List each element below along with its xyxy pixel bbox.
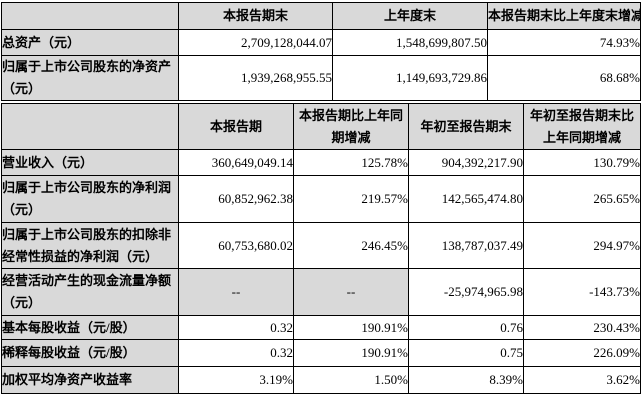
table-header-row: 本报告期末 上年度末 本报告期末比上年度末增减: [1, 2, 641, 30]
value-cell: 246.45%: [293, 222, 409, 269]
corner-header-cell: [1, 103, 179, 150]
row-weighted-avg-roe: 加权平均净资产收益率 3.19% 1.50% 8.39% 3.62%: [1, 366, 641, 394]
value-cell: 226.09%: [523, 339, 641, 367]
value-cell: 0.32: [178, 339, 294, 367]
value-cell: 3.19%: [178, 366, 294, 394]
row-label-cell: 基本每股收益（元/股）: [1, 315, 179, 340]
row-diluted-eps: 稀释每股收益（元/股） 0.32 190.91% 0.75 226.09%: [1, 339, 641, 367]
corner-header-cell: [1, 2, 179, 30]
value-cell: 0.32: [178, 315, 294, 340]
value-cell: 8.39%: [408, 366, 524, 394]
row-label-cell: 总资产（元）: [1, 29, 179, 56]
row-basic-eps: 基本每股收益（元/股） 0.32 190.91% 0.76 230.43%: [1, 315, 641, 340]
value-cell: 1,548,699,807.50: [332, 29, 488, 56]
value-cell: 190.91%: [293, 315, 409, 340]
value-cell: 904,392,217.90: [408, 149, 524, 176]
value-cell: 360,649,049.14: [178, 149, 294, 176]
column-header-change-vs-prior-year-end: 本报告期末比上年度末增减: [487, 2, 641, 30]
value-cell: 0.76: [408, 315, 524, 340]
value-cell: 74.93%: [487, 29, 641, 56]
column-header-change-vs-same-period: 本报告期比上年同期增减: [293, 103, 409, 150]
column-header-prior-year-end: 上年度末: [332, 2, 488, 30]
value-cell: 265.65%: [523, 175, 641, 223]
value-cell-not-applicable: --: [293, 268, 409, 316]
value-cell: 138,787,037.49: [408, 222, 524, 269]
value-cell: 3.62%: [523, 366, 641, 394]
row-label-cell: 加权平均净资产收益率: [1, 366, 179, 394]
column-header-ytd-change-vs-same-period: 年初至报告期末比上年同期增减: [523, 103, 641, 150]
column-header-year-to-date: 年初至报告期末: [408, 103, 524, 150]
value-cell: 190.91%: [293, 339, 409, 367]
value-cell: 130.79%: [523, 149, 641, 176]
row-net-profit-excl-nonrecurring: 归属于上市公司股东的扣除非经常性损益的净利润（元） 60,753,680.02 …: [1, 222, 641, 269]
value-cell: -25,974,965.98: [408, 268, 524, 316]
row-label-cell: 归属于上市公司股东的净利润（元）: [1, 175, 179, 223]
value-cell: 68.68%: [487, 55, 641, 101]
row-label-cell: 归属于上市公司股东的净资产（元）: [1, 55, 179, 101]
row-net-profit-attributable: 归属于上市公司股东的净利润（元） 60,852,962.38 219.57% 1…: [1, 175, 641, 223]
value-cell: 0.75: [408, 339, 524, 367]
value-cell: 1,939,268,955.55: [178, 55, 333, 101]
value-cell: 294.97%: [523, 222, 641, 269]
row-label-cell: 稀释每股收益（元/股）: [1, 339, 179, 367]
row-operating-cash-flow: 经营活动产生的现金流量净额（元） -- -- -25,974,965.98 -1…: [1, 268, 641, 316]
value-cell: -143.73%: [523, 268, 641, 316]
value-cell: 60,753,680.02: [178, 222, 294, 269]
column-header-current-period-end: 本报告期末: [178, 2, 333, 30]
row-total-assets: 总资产（元） 2,709,128,044.07 1,548,699,807.50…: [1, 29, 641, 56]
value-cell: 142,565,474.80: [408, 175, 524, 223]
row-label-cell: 归属于上市公司股东的扣除非经常性损益的净利润（元）: [1, 222, 179, 269]
row-operating-revenue: 营业收入（元） 360,649,049.14 125.78% 904,392,2…: [1, 149, 641, 176]
value-cell: 60,852,962.38: [178, 175, 294, 223]
value-cell: 1.50%: [293, 366, 409, 394]
value-cell: 125.78%: [293, 149, 409, 176]
value-cell: 219.57%: [293, 175, 409, 223]
row-label-cell: 营业收入（元）: [1, 149, 179, 176]
value-cell: 230.43%: [523, 315, 641, 340]
row-label-cell: 经营活动产生的现金流量净额（元）: [1, 268, 179, 316]
reporting-period-summary-table: 本报告期 本报告期比上年同期增减 年初至报告期末 年初至报告期末比上年同期增减 …: [1, 103, 641, 394]
column-header-current-period: 本报告期: [178, 103, 294, 150]
table-header-row: 本报告期 本报告期比上年同期增减 年初至报告期末 年初至报告期末比上年同期增减: [1, 103, 641, 150]
value-cell-not-applicable: --: [178, 268, 294, 316]
value-cell: 2,709,128,044.07: [178, 29, 333, 56]
value-cell: 1,149,693,729.86: [332, 55, 488, 101]
row-net-assets-attributable: 归属于上市公司股东的净资产（元） 1,939,268,955.55 1,149,…: [1, 55, 641, 101]
period-end-summary-table: 本报告期末 上年度末 本报告期末比上年度末增减 总资产（元） 2,709,128…: [1, 2, 641, 101]
